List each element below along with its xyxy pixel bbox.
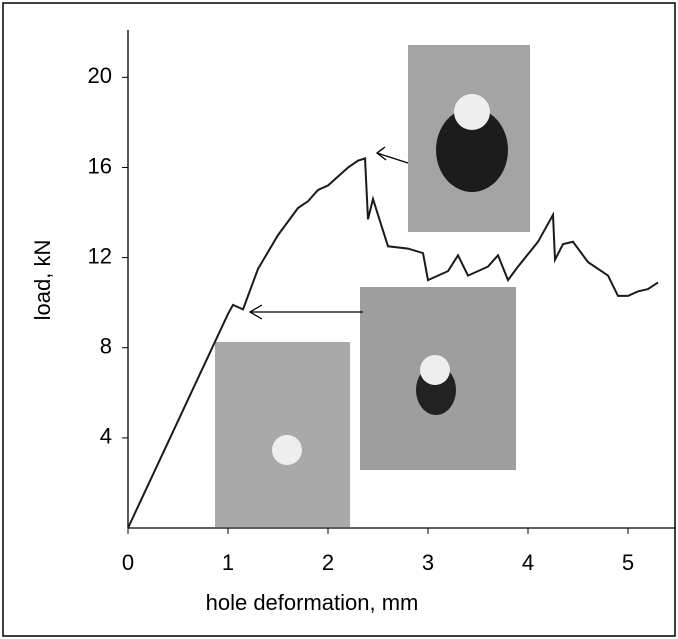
photo <box>215 342 350 527</box>
data-line <box>127 157 659 529</box>
y-axis-label: load, kN <box>30 240 55 321</box>
y-tick-label: 16 <box>88 153 112 178</box>
y-tick-label: 20 <box>88 63 112 88</box>
damage <box>436 108 508 192</box>
x-tick-label: 2 <box>322 550 334 575</box>
x-tick-label: 4 <box>522 550 534 575</box>
hole <box>454 94 490 130</box>
x-tick-label: 3 <box>422 550 434 575</box>
y-tick-label: 12 <box>88 243 112 268</box>
y-tick-label: 4 <box>100 424 112 449</box>
x-tick-label: 1 <box>222 550 234 575</box>
x-axis-label: hole deformation, mm <box>206 590 419 615</box>
arrow <box>248 304 363 320</box>
specimen-photos <box>215 45 530 527</box>
x-tick-label: 0 <box>122 550 134 575</box>
arrow <box>375 146 409 164</box>
hole <box>420 355 450 385</box>
arrows <box>248 146 409 320</box>
y-tick-label: 8 <box>100 334 112 359</box>
hole <box>272 435 302 465</box>
x-tick-label: 5 <box>622 550 634 575</box>
